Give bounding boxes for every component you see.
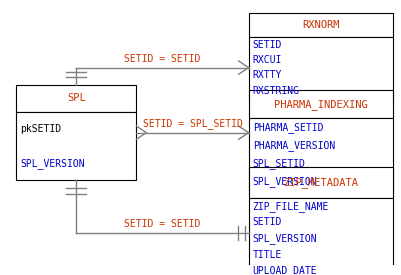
FancyBboxPatch shape <box>249 37 393 98</box>
Text: SETID: SETID <box>253 40 282 50</box>
FancyBboxPatch shape <box>249 119 393 191</box>
Text: ZIP_FILE_NAME: ZIP_FILE_NAME <box>253 201 329 212</box>
Text: RXCUI: RXCUI <box>253 55 282 65</box>
Text: PHARMA_SETID: PHARMA_SETID <box>253 122 323 133</box>
Text: RXSTRING: RXSTRING <box>253 86 300 95</box>
Text: SETID: SETID <box>253 218 282 227</box>
Text: SETID = SETID: SETID = SETID <box>124 54 200 64</box>
FancyBboxPatch shape <box>249 13 393 37</box>
FancyBboxPatch shape <box>249 198 393 275</box>
Text: TITLE: TITLE <box>253 249 282 260</box>
FancyBboxPatch shape <box>249 90 393 119</box>
Text: SPL_VERSION: SPL_VERSION <box>253 177 317 188</box>
Text: SPL_VERSION: SPL_VERSION <box>20 158 85 169</box>
Text: UPLOAD_DATE: UPLOAD_DATE <box>253 265 317 275</box>
Text: SPL: SPL <box>67 93 85 103</box>
Text: RXNORM: RXNORM <box>302 20 340 30</box>
Text: SETID = SETID: SETID = SETID <box>124 219 200 229</box>
Text: ZIP_METADATA: ZIP_METADATA <box>283 177 358 188</box>
Text: PHARMA_INDEXING: PHARMA_INDEXING <box>274 99 368 110</box>
Text: PHARMA_VERSION: PHARMA_VERSION <box>253 140 335 151</box>
Text: pkSETID: pkSETID <box>20 124 61 134</box>
Text: SETID = SPL_SETID: SETID = SPL_SETID <box>142 118 243 129</box>
Text: SPL_SETID: SPL_SETID <box>253 158 306 169</box>
Text: RXTTY: RXTTY <box>253 70 282 80</box>
FancyBboxPatch shape <box>249 167 393 198</box>
Text: SPL_VERSION: SPL_VERSION <box>253 233 317 244</box>
FancyBboxPatch shape <box>16 85 136 112</box>
FancyBboxPatch shape <box>16 112 136 180</box>
